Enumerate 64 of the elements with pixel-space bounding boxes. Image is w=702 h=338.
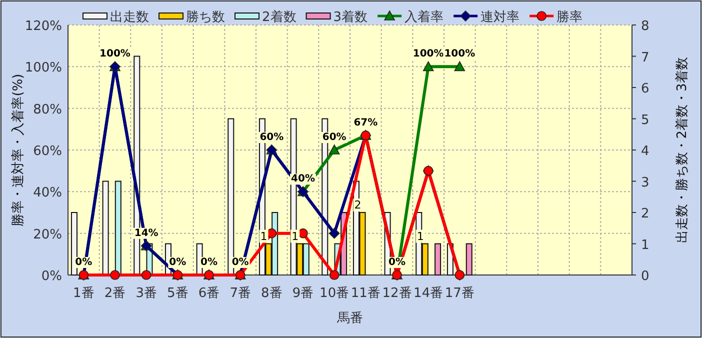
point — [422, 61, 434, 72]
point — [329, 270, 340, 280]
legend-label: 3着数 — [333, 9, 368, 25]
bar — [114, 180, 122, 276]
x-tick-label: 2番 — [104, 286, 126, 301]
y2-tick-label: 7 — [641, 50, 650, 66]
annotation: 0% — [168, 257, 188, 268]
y-tick-label: 60% — [33, 144, 62, 159]
y2-tick-label: 8 — [641, 19, 650, 34]
y2-tick-label: 3 — [641, 175, 650, 190]
y2-axis-title: 出走数・勝ち数・2着数・3着数 — [674, 57, 690, 243]
point — [298, 228, 308, 238]
data-label: 1 — [290, 230, 300, 243]
y2-tick-label: 0 — [641, 269, 650, 284]
y-axis-title: 勝率・連対率・入着率(%) — [10, 74, 26, 226]
legend-label: 勝ち数 — [186, 10, 225, 25]
legend-label: 出走数 — [110, 10, 149, 25]
y-tick-label: 0% — [41, 269, 62, 284]
point — [141, 270, 152, 280]
annotation: 100% — [98, 48, 132, 60]
annotation: 0% — [388, 257, 406, 268]
x-tick-label: 17番 — [444, 286, 474, 301]
x-tick-label: 8番 — [261, 286, 282, 301]
point — [328, 144, 340, 154]
legend-label: 2着数 — [262, 9, 296, 25]
annotation: 40% — [290, 174, 316, 185]
y-tick-label: 80% — [33, 102, 62, 118]
y-tick-label: 120% — [24, 19, 62, 34]
bar — [466, 243, 472, 276]
x-tick-label: 11番 — [350, 286, 380, 301]
x-tick-label: 12番 — [382, 286, 412, 301]
x-tick-label: 9番 — [292, 286, 314, 301]
y2-tick-label: 2 — [641, 206, 650, 222]
x-tick-label: 6番 — [198, 286, 220, 301]
x-axis-title: 馬番 — [336, 311, 363, 326]
y2-tick-label: 6 — [641, 82, 650, 96]
x-tick-label: 1番 — [73, 286, 94, 301]
point — [328, 228, 340, 239]
x-tick-label: 3番 — [136, 286, 157, 301]
legend-label: 入着率 — [404, 9, 444, 25]
y2-tick-label: 1 — [641, 238, 650, 253]
bar — [434, 243, 442, 276]
y2-tick-label: 4 — [641, 144, 650, 159]
point — [454, 61, 466, 72]
annotation: 0% — [74, 257, 94, 268]
y2-tick-label: 5 — [641, 112, 650, 128]
annotation: 100% — [443, 48, 476, 60]
point — [110, 270, 120, 280]
y-tick-label: 40% — [33, 186, 62, 201]
y-tick-label: 20% — [33, 227, 62, 242]
legend-label: 連対率 — [480, 9, 520, 25]
legend-label: 勝率 — [556, 9, 583, 25]
annotation: 100% — [412, 48, 445, 60]
x-tick-label: 14番 — [414, 286, 444, 301]
x-tick-label: 5番 — [167, 286, 188, 301]
x-tick-label: 10番 — [320, 286, 350, 301]
bar — [102, 180, 109, 276]
annotation: 0% — [230, 257, 250, 268]
annotation: 67% — [352, 117, 379, 128]
annotation: 60% — [258, 132, 285, 143]
annotation: 60% — [321, 132, 348, 143]
y-tick-label: 100% — [24, 60, 62, 76]
x-tick-label: 7番 — [230, 286, 251, 301]
annotation: 0% — [200, 257, 218, 268]
